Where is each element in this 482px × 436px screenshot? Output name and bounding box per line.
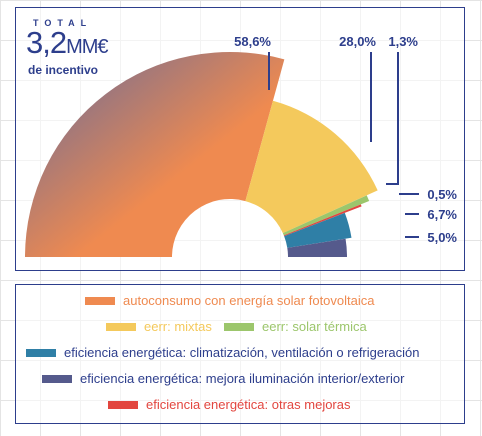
slices-group bbox=[25, 51, 378, 258]
legend-swatch bbox=[26, 348, 56, 357]
slice-3 bbox=[283, 204, 362, 237]
legend-swatch bbox=[106, 322, 136, 331]
slice-4 bbox=[284, 212, 352, 248]
legend-label: eficiencia energética: mejora iluminació… bbox=[80, 371, 405, 386]
legend-item-otras-mejoras: eficiencia energética: otras mejoras bbox=[108, 397, 351, 412]
legend-swatch bbox=[85, 296, 115, 305]
legend-swatch bbox=[108, 400, 138, 409]
total-value: 3,2MM€ bbox=[26, 25, 109, 61]
legend-item-autoconsumo: autoconsumo con energía solar fotovoltai… bbox=[85, 293, 375, 308]
legend-item-eerr-solar-termica: eerr: solar térmica bbox=[224, 319, 367, 334]
value-label-2: 1,3% bbox=[388, 34, 418, 49]
leader-line-2 bbox=[386, 52, 399, 185]
legend-item-iluminacion: eficiencia energética: mejora iluminació… bbox=[42, 371, 404, 386]
legend-swatch bbox=[42, 374, 72, 383]
legend-frame bbox=[15, 284, 465, 424]
value-label-4: 6,7% bbox=[427, 207, 457, 222]
leader-lines-group bbox=[268, 52, 419, 238]
slice-2 bbox=[282, 195, 370, 236]
total-unit: MM€ bbox=[66, 36, 108, 58]
slice-1 bbox=[245, 100, 378, 234]
legend-label: eerr: mixtas bbox=[144, 319, 212, 334]
legend-label: eficiencia energética: otras mejoras bbox=[146, 397, 351, 412]
value-label-5: 5,0% bbox=[427, 230, 457, 245]
legend-item-climatizacion: eficiencia energética: climatización, ve… bbox=[26, 345, 420, 360]
value-label-0: 58,6% bbox=[234, 34, 271, 49]
total-label: TOTAL bbox=[33, 18, 93, 28]
value-label-1: 28,0% bbox=[339, 34, 376, 49]
slice-0 bbox=[25, 51, 285, 258]
legend-swatch bbox=[224, 322, 254, 331]
legend-item-eerr-mixtas: eerr: mixtas bbox=[106, 319, 212, 334]
value-labels-group: 58,6% 28,0% 1,3% 0,5% 6,7% 5,0% bbox=[234, 34, 457, 245]
value-label-3: 0,5% bbox=[427, 187, 457, 202]
slice-5 bbox=[287, 238, 347, 257]
legend-label: eerr: solar térmica bbox=[262, 319, 367, 334]
total-number: 3,2 bbox=[26, 25, 67, 60]
legend-label: autoconsumo con energía solar fotovoltai… bbox=[123, 293, 375, 308]
legend-label: eficiencia energética: climatización, ve… bbox=[64, 345, 420, 360]
total-subtitle: de incentivo bbox=[28, 63, 99, 77]
